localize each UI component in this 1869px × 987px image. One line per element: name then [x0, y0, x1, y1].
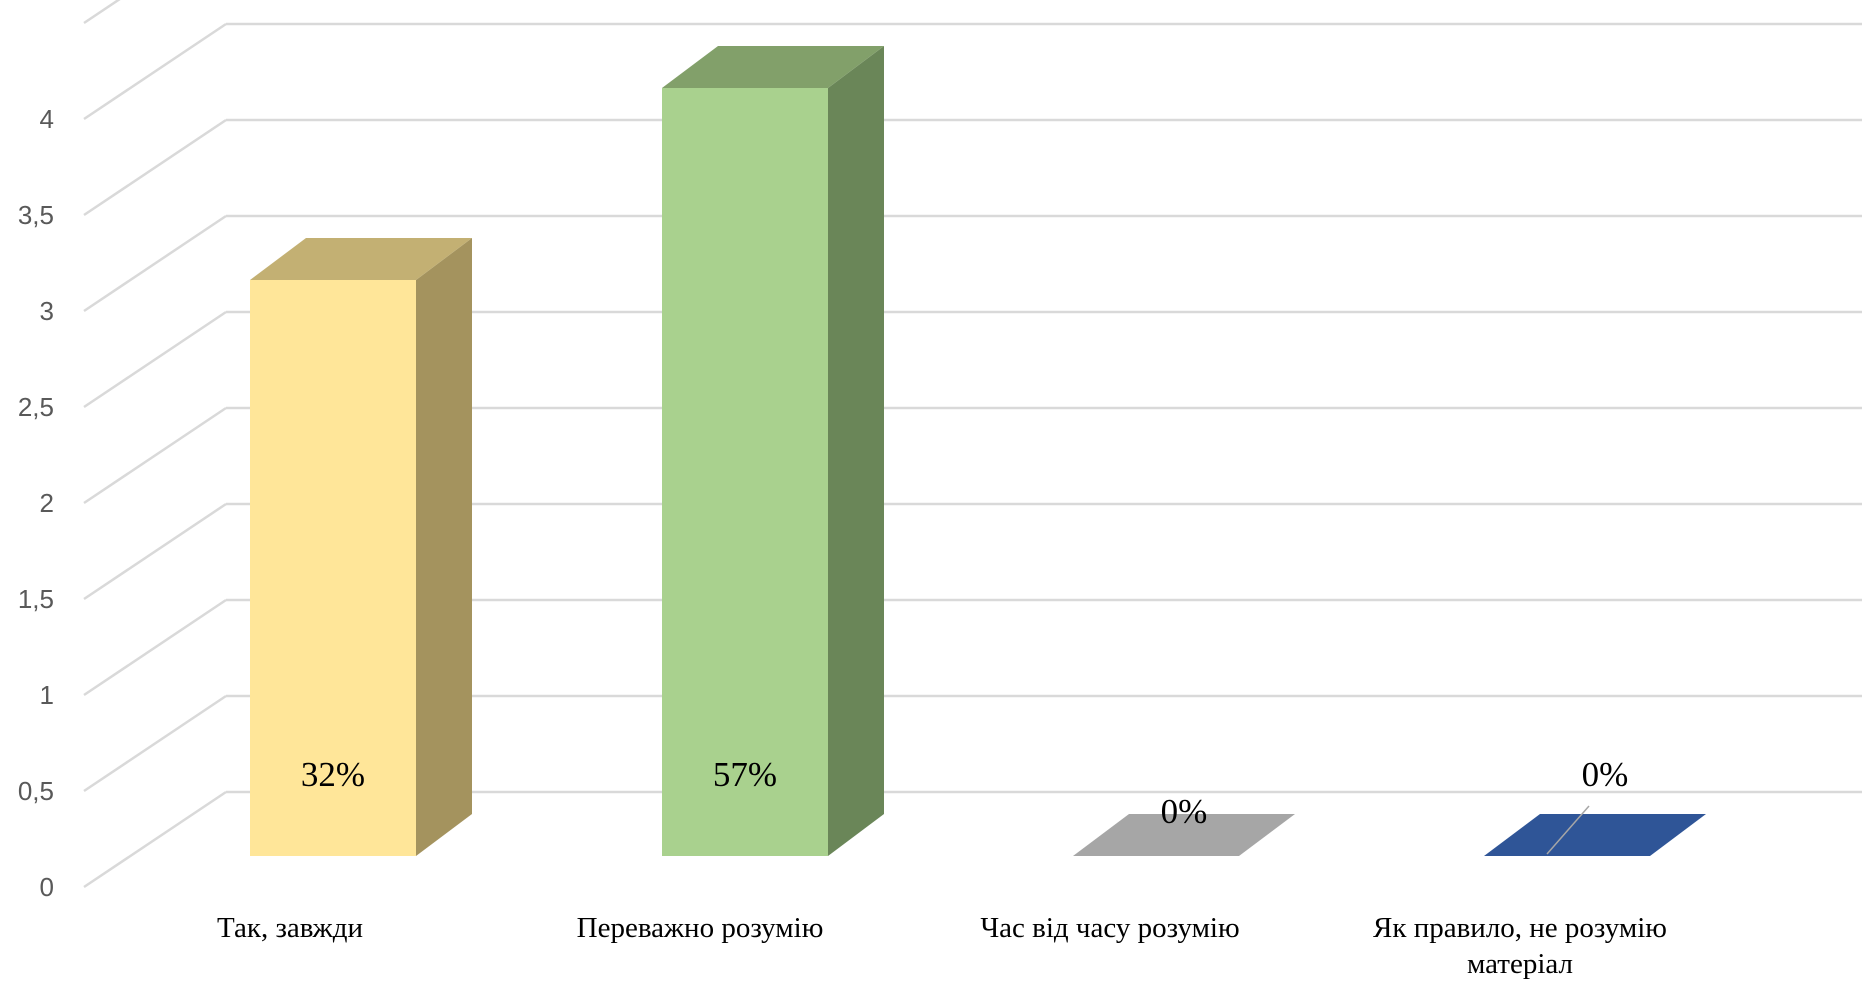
- gridlines: [83, 0, 1862, 889]
- bar: [250, 238, 472, 856]
- bar: [662, 46, 884, 856]
- data-label: 0%: [1161, 792, 1208, 831]
- bar-top: [1073, 814, 1295, 856]
- data-label-leader: [1546, 805, 1590, 855]
- gridline-side: [83, 790, 227, 889]
- bar-side: [416, 238, 472, 856]
- data-label: 0%: [1582, 755, 1629, 794]
- gridline-side: [83, 598, 227, 697]
- y-tick-label: 1,5: [18, 584, 54, 614]
- bars: [250, 46, 1706, 856]
- bar-top: [250, 238, 472, 280]
- y-tick-label: 1: [40, 680, 54, 710]
- category-label: Так, завжди: [217, 912, 363, 944]
- y-axis-ticks: 0 0,5 1 1,5 2 2,5 3 3,5 4: [18, 104, 54, 902]
- y-tick-label: 2,5: [18, 392, 54, 422]
- y-tick-label: 3: [40, 296, 54, 326]
- y-tick-label: 4: [40, 104, 54, 134]
- data-labels: 32% 57% 0% 0%: [301, 755, 1629, 855]
- gridline-side: [83, 310, 227, 409]
- bar: [1484, 814, 1706, 856]
- bar-front: [662, 88, 828, 856]
- bar-front: [250, 280, 416, 856]
- gridline-side: [83, 118, 227, 217]
- gridline-side: [83, 694, 227, 793]
- y-tick-label: 0: [40, 872, 54, 902]
- bar-top: [1484, 814, 1706, 856]
- gridline-side: [83, 0, 121, 25]
- category-labels: Так, завжди Переважно розумію Час від часу…: [217, 912, 1667, 980]
- category-label: Час від часу розумію: [980, 912, 1239, 944]
- y-tick-label: 2: [40, 488, 54, 518]
- gridline-side: [83, 406, 227, 505]
- bar: [1073, 814, 1295, 856]
- category-label: Як правило, не розумію: [1373, 912, 1667, 944]
- gridline-side: [83, 502, 227, 601]
- y-tick-label: 0,5: [18, 776, 54, 806]
- bar-side: [828, 46, 884, 856]
- category-label: Переважно розумію: [577, 912, 824, 944]
- bar-top: [662, 46, 884, 88]
- category-label: матеріал: [1467, 948, 1573, 980]
- data-label: 57%: [713, 755, 777, 794]
- gridline-side: [83, 22, 227, 121]
- y-tick-label: 3,5: [18, 200, 54, 230]
- gridline-side: [83, 214, 227, 313]
- data-label: 32%: [301, 755, 365, 794]
